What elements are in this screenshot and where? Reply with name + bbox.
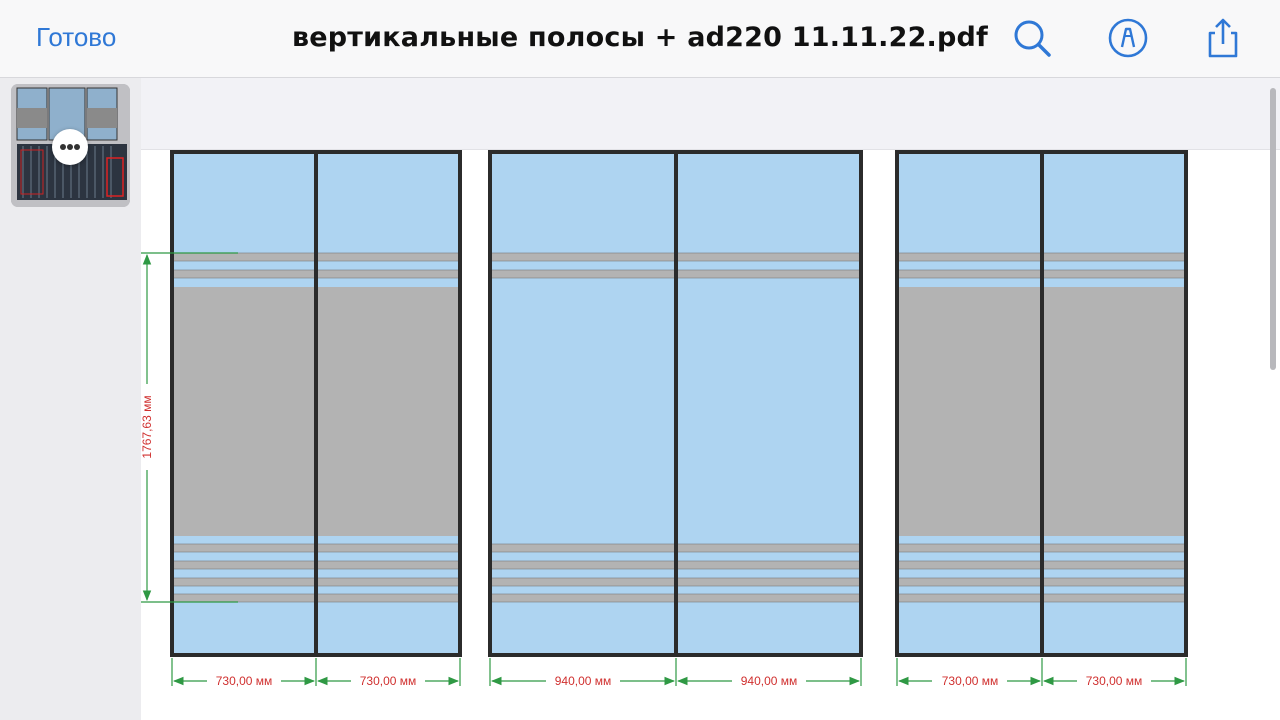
thumbnail-preview bbox=[11, 84, 130, 207]
more-options-button[interactable] bbox=[52, 129, 88, 165]
height-dimension: 1767,63 мм bbox=[141, 252, 238, 603]
width-dimension-label: 940,00 мм bbox=[741, 674, 798, 688]
ellipsis-icon bbox=[60, 144, 66, 150]
cabinet-left bbox=[170, 150, 462, 657]
vertical-scrollbar[interactable] bbox=[1270, 88, 1276, 370]
done-button[interactable]: Готово bbox=[36, 22, 117, 52]
share-icon[interactable] bbox=[1201, 16, 1245, 60]
width-dimension-label: 730,00 мм bbox=[216, 674, 273, 688]
wardrobe-drawing: 1767,63 мм 730,00 мм bbox=[141, 150, 1188, 688]
previous-page-edge bbox=[141, 78, 1280, 150]
pdf-page[interactable]: 1767,63 мм 730,00 мм bbox=[141, 150, 1280, 720]
document-title: вертикальные полосы + ad220 11.11.22.pdf bbox=[291, 22, 989, 53]
width-dimension-label: 730,00 мм bbox=[942, 674, 999, 688]
thumbnail-sidebar bbox=[0, 78, 142, 720]
width-dimensions bbox=[171, 658, 1187, 686]
cabinet-middle bbox=[488, 150, 863, 657]
width-dimension-label: 730,00 мм bbox=[360, 674, 417, 688]
width-dimension-label: 730,00 мм bbox=[1086, 674, 1143, 688]
markup-icon[interactable] bbox=[1106, 16, 1150, 60]
top-toolbar: Готово вертикальные полосы + ad220 11.11… bbox=[0, 0, 1280, 78]
page-thumbnail[interactable] bbox=[11, 84, 130, 207]
height-dimension-label: 1767,63 мм bbox=[141, 395, 154, 458]
search-icon[interactable] bbox=[1010, 16, 1054, 60]
width-dimension-label: 940,00 мм bbox=[555, 674, 612, 688]
cabinet-right bbox=[895, 150, 1188, 657]
